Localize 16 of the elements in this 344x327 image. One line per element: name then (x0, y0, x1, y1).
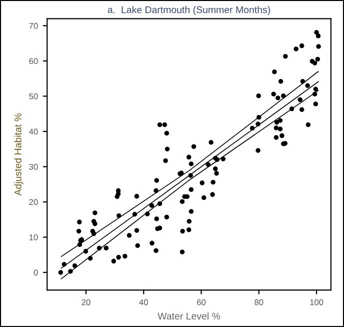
chart-title: a. Lake Dartmouth (Summer Months) (108, 6, 270, 16)
x-tick-label: 100 (310, 299, 324, 306)
x-axis-title: Water Level % (158, 312, 220, 320)
x-tick-label: 20 (82, 299, 90, 306)
y-tick-label: 0 (34, 270, 38, 276)
y-tick-label: 20 (29, 199, 38, 206)
x-tick-label: 40 (139, 299, 148, 306)
y-tick-label: 40 (29, 128, 38, 135)
x-tick-label: 60 (197, 299, 206, 306)
y-tick-label: 30 (29, 164, 38, 170)
y-tick-label: 70 (29, 22, 38, 29)
y-tick-label: 10 (29, 234, 38, 240)
y-axis-title: Adjusted Habitat % (14, 113, 24, 196)
x-tick-label: 80 (254, 299, 264, 306)
y-tick-label: 60 (29, 58, 38, 64)
y-tick-label: 50 (29, 93, 38, 100)
